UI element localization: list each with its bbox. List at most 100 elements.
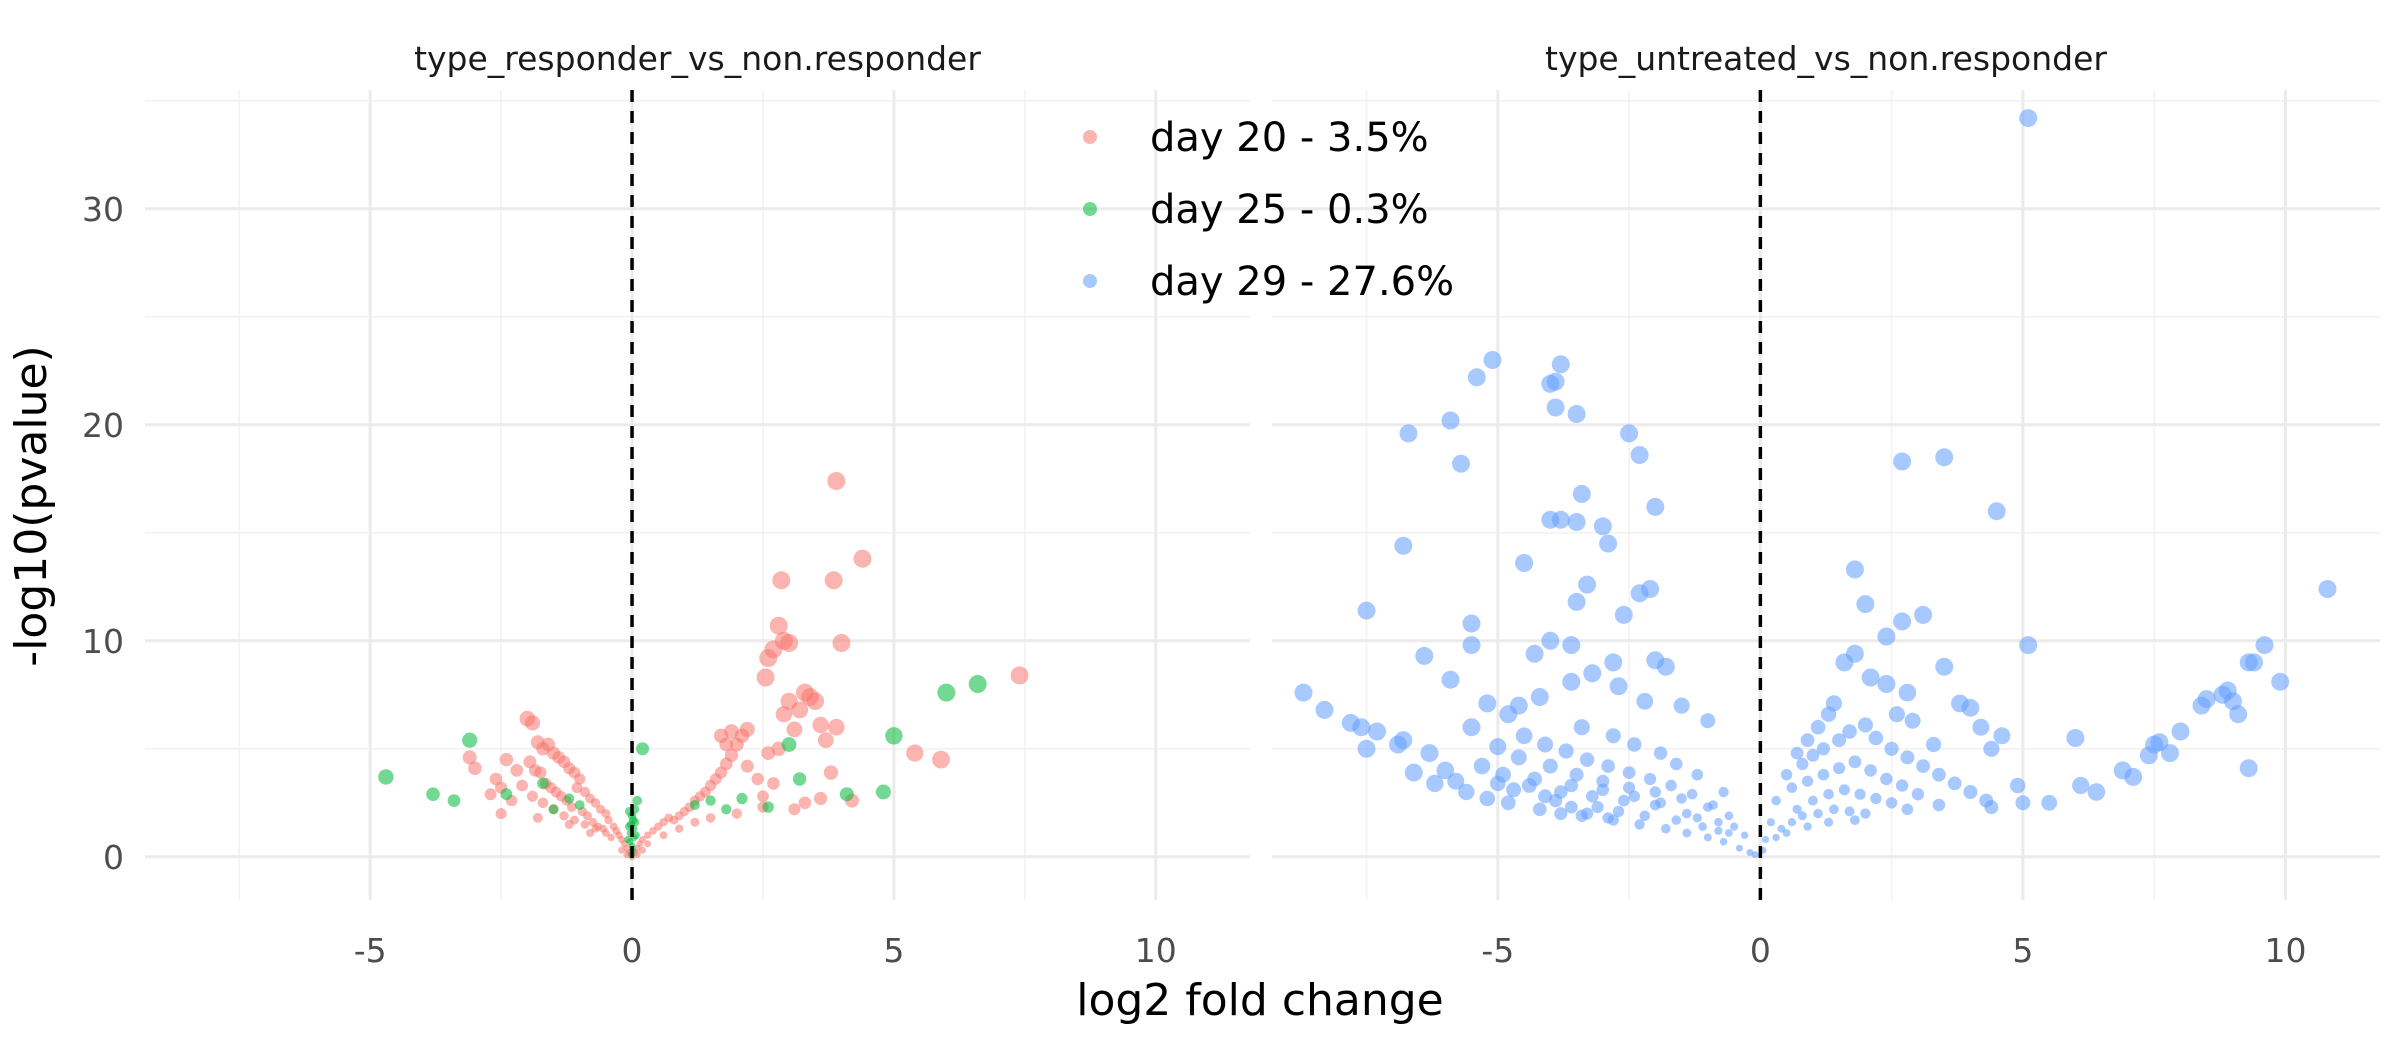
data-point bbox=[586, 829, 595, 837]
data-point bbox=[499, 752, 514, 767]
data-point bbox=[2318, 580, 2337, 598]
data-point bbox=[644, 831, 652, 839]
data-point bbox=[1500, 795, 1516, 811]
data-point bbox=[1525, 644, 1544, 663]
data-point bbox=[1639, 810, 1651, 822]
data-point bbox=[580, 820, 590, 829]
data-point bbox=[1724, 811, 1734, 821]
data-point bbox=[885, 727, 903, 745]
data-point bbox=[1562, 672, 1581, 691]
data-point bbox=[1751, 851, 1759, 859]
data-point bbox=[1509, 696, 1528, 715]
data-point bbox=[1467, 368, 1486, 387]
data-point bbox=[2010, 777, 2026, 794]
data-point bbox=[1612, 805, 1625, 818]
data-point bbox=[690, 817, 700, 827]
data-point bbox=[1766, 818, 1775, 827]
data-point bbox=[1636, 692, 1654, 710]
data-point bbox=[632, 831, 640, 839]
data-point bbox=[1740, 831, 1749, 839]
data-point bbox=[447, 794, 461, 807]
data-point bbox=[604, 815, 613, 825]
data-point bbox=[2271, 672, 2290, 691]
data-point bbox=[1926, 736, 1942, 753]
points-left bbox=[378, 472, 1029, 861]
data-point bbox=[1579, 752, 1595, 767]
data-point bbox=[378, 769, 394, 785]
data-point bbox=[792, 772, 807, 786]
data-point bbox=[1515, 554, 1534, 572]
data-point bbox=[757, 790, 769, 803]
data-point bbox=[1558, 743, 1574, 759]
data-point bbox=[1479, 790, 1496, 807]
data-point bbox=[1614, 605, 1633, 624]
data-point bbox=[1963, 785, 1978, 799]
data-point bbox=[812, 716, 829, 734]
x-tick-labels-left: -5 0 5 10 bbox=[354, 931, 1177, 970]
data-point bbox=[762, 801, 774, 813]
data-point bbox=[1551, 355, 1570, 374]
data-point bbox=[2255, 636, 2274, 655]
data-point bbox=[1888, 706, 1905, 723]
data-point bbox=[791, 701, 809, 719]
data-point bbox=[1817, 768, 1830, 781]
data-point bbox=[1911, 788, 1925, 801]
data-point bbox=[574, 773, 586, 785]
data-point bbox=[1676, 793, 1687, 804]
data-point bbox=[1489, 738, 1507, 756]
data-point bbox=[937, 683, 956, 702]
data-point bbox=[1649, 786, 1662, 798]
data-point bbox=[1762, 835, 1770, 844]
data-point bbox=[2041, 794, 2058, 811]
data-point bbox=[1653, 746, 1668, 760]
data-point bbox=[1452, 454, 1470, 473]
legend-key bbox=[1083, 130, 1097, 144]
data-point bbox=[1820, 706, 1837, 722]
data-point bbox=[644, 840, 652, 848]
data-point bbox=[1420, 744, 1439, 763]
data-point bbox=[1537, 736, 1554, 753]
data-point bbox=[751, 772, 764, 786]
x-tick-label: 5 bbox=[883, 931, 904, 970]
data-point bbox=[2124, 767, 2143, 786]
data-point bbox=[633, 851, 641, 859]
data-point bbox=[1673, 697, 1690, 714]
data-point bbox=[1861, 668, 1880, 687]
data-point bbox=[638, 835, 647, 844]
data-point bbox=[1816, 742, 1830, 756]
data-point bbox=[534, 766, 547, 779]
data-point bbox=[1586, 790, 1599, 803]
data-point bbox=[1868, 730, 1884, 746]
data-point bbox=[1630, 584, 1649, 603]
data-point bbox=[1656, 657, 1675, 676]
data-point bbox=[839, 787, 854, 802]
data-point bbox=[1627, 737, 1642, 752]
data-point bbox=[1294, 683, 1313, 702]
data-point bbox=[1807, 795, 1818, 806]
data-point bbox=[618, 846, 626, 854]
data-point bbox=[1010, 666, 1029, 685]
data-point bbox=[786, 721, 803, 738]
data-point bbox=[1426, 774, 1444, 793]
data-point bbox=[772, 571, 791, 590]
data-point bbox=[1880, 772, 1893, 786]
data-point bbox=[1813, 808, 1823, 819]
data-point bbox=[1797, 811, 1807, 821]
points-right bbox=[1294, 109, 2337, 859]
data-point bbox=[2019, 636, 2038, 655]
data-point bbox=[2161, 744, 2179, 763]
data-point bbox=[1562, 636, 1581, 655]
data-point bbox=[1714, 817, 1723, 827]
data-point bbox=[1703, 833, 1712, 842]
data-point bbox=[559, 811, 569, 821]
data-point bbox=[537, 777, 549, 790]
data-point bbox=[1771, 795, 1781, 806]
data-point bbox=[1462, 614, 1481, 633]
data-point bbox=[1530, 688, 1549, 706]
data-point bbox=[1542, 758, 1558, 774]
data-point bbox=[1698, 822, 1707, 831]
data-point bbox=[1718, 786, 1729, 798]
data-point bbox=[1772, 833, 1780, 842]
data-point bbox=[1725, 829, 1733, 837]
data-point bbox=[564, 819, 574, 829]
